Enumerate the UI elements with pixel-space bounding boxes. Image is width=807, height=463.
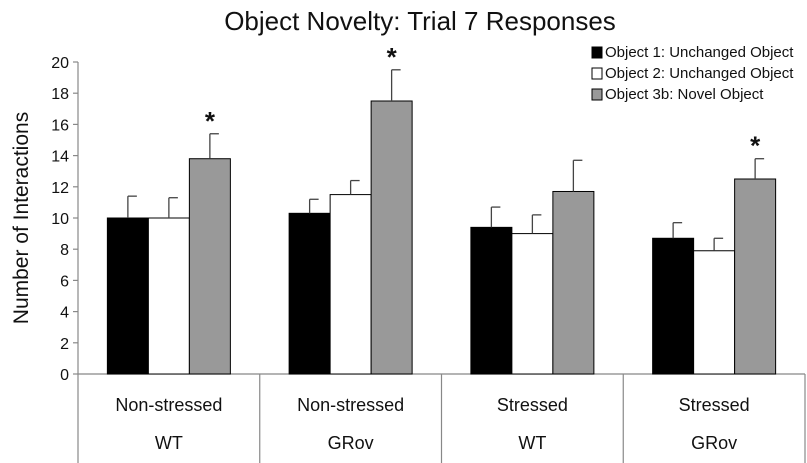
y-tick-label: 10	[51, 211, 69, 228]
y-tick-label: 16	[51, 117, 69, 134]
bar	[511, 233, 554, 375]
y-tick-label: 0	[60, 367, 69, 384]
legend-label: Object 2: Unchanged Object	[605, 65, 794, 82]
bar	[552, 190, 595, 375]
y-axis-label: Number of Interactions	[10, 112, 33, 324]
y-tick-label: 6	[60, 273, 69, 290]
y-tick-label: 2	[60, 336, 69, 353]
y-tick-label: 4	[60, 305, 69, 322]
bar	[188, 158, 231, 375]
x-tick-label-genotype: WT	[155, 433, 183, 453]
significance-markers: * * *	[205, 42, 761, 161]
x-tick-label-genotype: GRov	[691, 433, 737, 453]
bar	[470, 226, 513, 375]
legend-swatch	[591, 46, 603, 59]
y-tick-label: 14	[51, 149, 69, 166]
y-tick-label: 20	[51, 55, 69, 72]
significance-asterisk: *	[750, 131, 761, 161]
bar	[288, 212, 331, 375]
legend-swatch	[591, 88, 603, 101]
x-tick-label-condition: Stressed	[497, 395, 568, 415]
bar-series-group	[106, 69, 777, 375]
x-tick-label-condition: Non-stressed	[115, 395, 222, 415]
bar	[106, 217, 149, 375]
y-axis: 0 2 4 6 8 10 12 14 16 18 20	[51, 55, 79, 384]
legend-swatch	[591, 67, 603, 80]
x-tick-label-condition: Stressed	[679, 395, 750, 415]
bar	[329, 194, 372, 375]
legend: Object 1: Unchanged Object Object 2: Unch…	[591, 44, 794, 103]
significance-asterisk: *	[387, 42, 398, 72]
bar	[147, 217, 190, 375]
legend-label: Object 1: Unchanged Object	[605, 44, 794, 61]
bar	[693, 250, 736, 375]
x-axis: Non-stressed WT Non-stressed GRov Stressed WT…	[77, 373, 806, 463]
bar	[652, 237, 695, 375]
x-tick-label-genotype: WT	[518, 433, 546, 453]
y-tick-label: 12	[51, 180, 69, 197]
x-tick-label-genotype: GRov	[328, 433, 374, 453]
x-tick-label-condition: Non-stressed	[297, 395, 404, 415]
legend-label: Object 3b: Novel Object	[605, 86, 764, 103]
bar	[734, 178, 777, 375]
chart-title: Object Novelty: Trial 7 Responses	[224, 6, 616, 36]
significance-asterisk: *	[205, 106, 216, 136]
y-tick-label: 8	[60, 242, 69, 259]
y-tick-label: 18	[51, 86, 69, 103]
bar	[370, 100, 413, 375]
